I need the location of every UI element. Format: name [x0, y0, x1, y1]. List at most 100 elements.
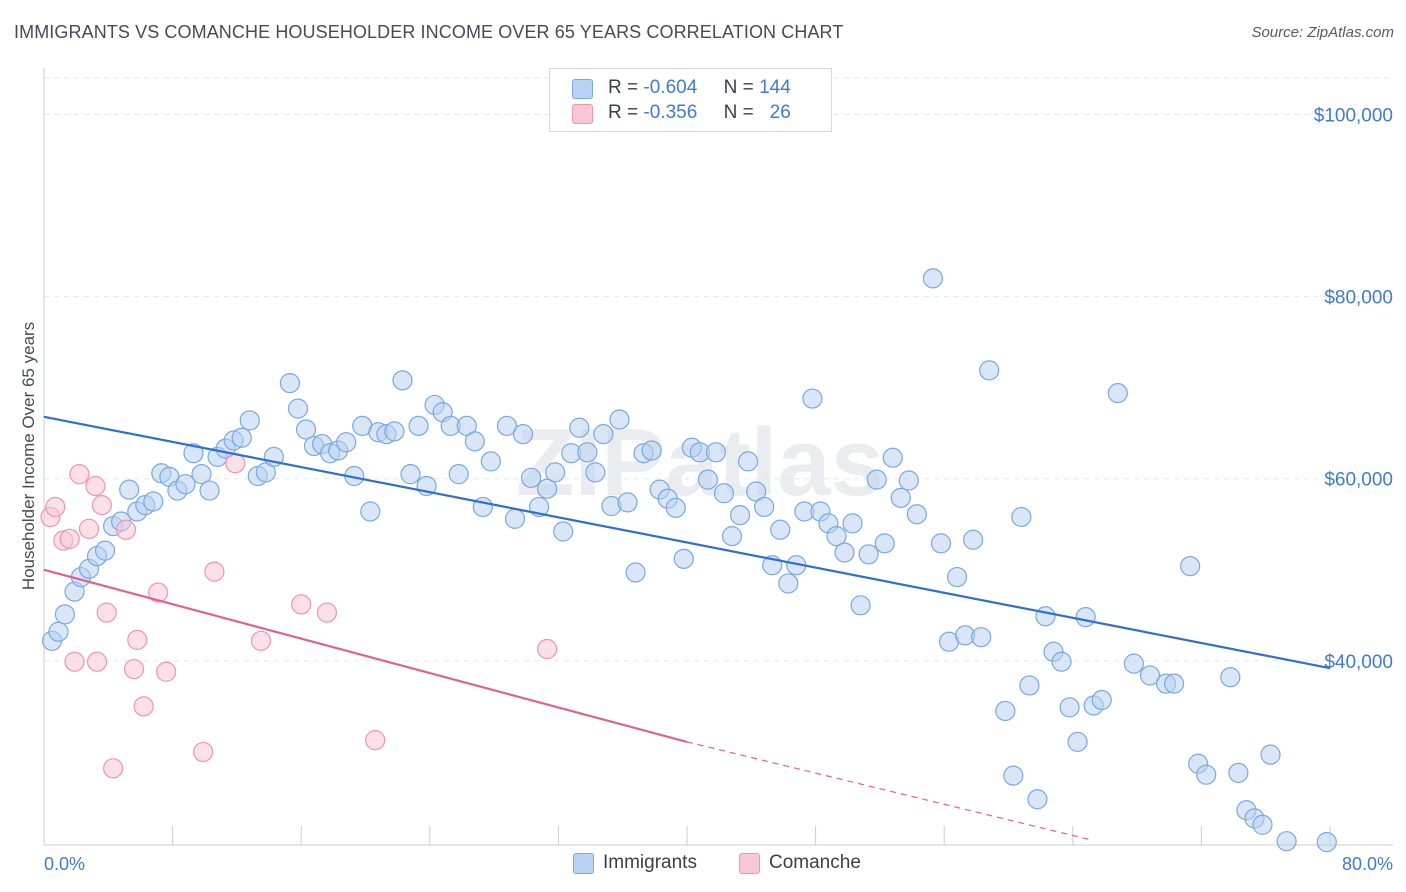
source-credit: Source: ZipAtlas.com [1251, 24, 1394, 41]
immigrants-point-106 [906, 504, 927, 525]
comanche-point-7 [85, 475, 106, 497]
immigrants-point-108 [930, 533, 952, 554]
immigrants-point-140 [1252, 814, 1273, 835]
immigrants-point-127 [1091, 689, 1112, 711]
comanche-point-25 [537, 638, 558, 660]
immigrants-point-60 [537, 478, 558, 499]
comanche-point-13 [123, 658, 145, 680]
comanche-swatch [572, 104, 593, 124]
immigrants-swatch [572, 79, 593, 99]
immigrants-point-50 [448, 464, 469, 485]
immigrants-point-25 [239, 410, 260, 431]
immigrants-point-135 [1196, 764, 1217, 785]
immigrants-point-17 [175, 474, 196, 495]
immigrants-point-136 [1220, 667, 1241, 688]
immigrants-point-130 [1139, 665, 1161, 686]
n-value-comanche: 26 [769, 102, 791, 123]
immigrants-point-85 [737, 451, 759, 472]
immigrants-point-99 [850, 595, 871, 616]
r-label: R = [608, 102, 639, 123]
comanche-point-22 [291, 594, 312, 615]
immigrants-point-42 [384, 421, 405, 442]
immigrants-point-102 [874, 533, 895, 554]
immigrants-legend-swatch [573, 853, 594, 874]
immigrants-point-69 [609, 409, 630, 430]
immigrants-point-1 [48, 621, 69, 642]
comanche-point-8 [86, 651, 108, 672]
immigrants-point-123 [1059, 697, 1080, 718]
immigrants-point-73 [641, 440, 662, 461]
immigrants-point-36 [336, 432, 357, 453]
immigrants-point-24 [231, 427, 252, 448]
immigrants-point-18 [183, 443, 204, 464]
immigrants-point-112 [963, 529, 984, 550]
comanche-point-23 [316, 602, 338, 623]
immigrants-point-44 [400, 464, 421, 485]
immigrants-point-30 [287, 398, 309, 419]
comanche-point-21 [250, 630, 272, 651]
immigrants-points [41, 268, 1337, 853]
comanche-point-12 [115, 519, 137, 540]
immigrants-point-57 [512, 423, 534, 445]
immigrants-point-64 [569, 417, 590, 438]
comanche-trend-extension [686, 741, 1090, 840]
immigrants-point-45 [408, 415, 429, 436]
r-value-immigrants: -0.604 [643, 77, 698, 98]
immigrants-point-55 [496, 415, 518, 436]
comanche-point-4 [64, 651, 85, 672]
axes [43, 68, 1393, 846]
immigrants-point-87 [754, 496, 775, 518]
immigrants-point-58 [520, 467, 542, 488]
immigrants-trend-line [43, 415, 1331, 670]
y-tick-label-1: $60,000 [1324, 470, 1393, 491]
y-tick-labels: $40,000 $60,000 $80,000 $100,000 [1314, 105, 1393, 672]
immigrants-point-116 [1003, 765, 1024, 786]
immigrants-point-65 [577, 442, 598, 463]
n-label: N = [723, 77, 754, 98]
immigrants-point-105 [898, 470, 919, 491]
immigrants-point-84 [729, 505, 751, 526]
comanche-point-16 [148, 582, 169, 603]
immigrants-point-100 [858, 544, 879, 565]
immigrants-point-107 [922, 268, 944, 289]
immigrants-point-113 [971, 627, 992, 648]
immigrants-point-141 [1260, 744, 1281, 765]
immigrants-point-90 [778, 573, 799, 594]
immigrants-point-104 [890, 487, 911, 508]
immigrants-point-83 [721, 525, 743, 547]
comanche-point-15 [133, 696, 154, 717]
immigrants-point-31 [295, 419, 317, 440]
immigrants-point-98 [842, 513, 863, 534]
y-axis-title: Householder Income Over 65 years [19, 322, 38, 590]
immigrants-point-117 [1011, 506, 1032, 528]
r-value-comanche: -0.356 [643, 102, 698, 123]
immigrants-point-119 [1027, 789, 1048, 810]
immigrants-point-96 [826, 525, 847, 547]
immigrants-point-132 [1163, 673, 1185, 694]
immigrants-point-29 [279, 372, 301, 394]
immigrants-point-101 [866, 469, 887, 490]
y-tick-label-0: $40,000 [1324, 652, 1393, 673]
chart-title: IMMIGRANTS VS COMANCHE HOUSEHOLDER INCOM… [14, 22, 844, 42]
correlation-legend: R = -0.604 N = 144 R = -0.356 N = 26 [549, 68, 832, 132]
immigrants-point-19 [191, 464, 212, 485]
immigrants-point-114 [979, 360, 1000, 381]
immigrants-point-133 [1180, 556, 1201, 577]
immigrants-point-76 [665, 497, 686, 518]
comanche-point-9 [91, 495, 112, 516]
comanche-legend-swatch [739, 853, 760, 874]
immigrants-point-10 [119, 479, 140, 500]
r-label: R = [608, 77, 639, 98]
comanche-point-11 [103, 758, 124, 779]
immigrants-point-89 [770, 519, 791, 540]
immigrants-point-137 [1228, 762, 1249, 783]
immigrants-legend-label: Immigrants [603, 852, 697, 873]
immigrants-point-2 [54, 604, 75, 625]
comanche-trend-line [43, 568, 688, 743]
comanche-point-17 [156, 661, 177, 682]
immigrants-point-103 [882, 447, 903, 468]
comanche-point-24 [365, 729, 386, 751]
immigrants-point-56 [504, 508, 526, 529]
y-tick-label-3: $100,000 [1314, 105, 1393, 126]
immigrants-point-80 [697, 469, 718, 490]
